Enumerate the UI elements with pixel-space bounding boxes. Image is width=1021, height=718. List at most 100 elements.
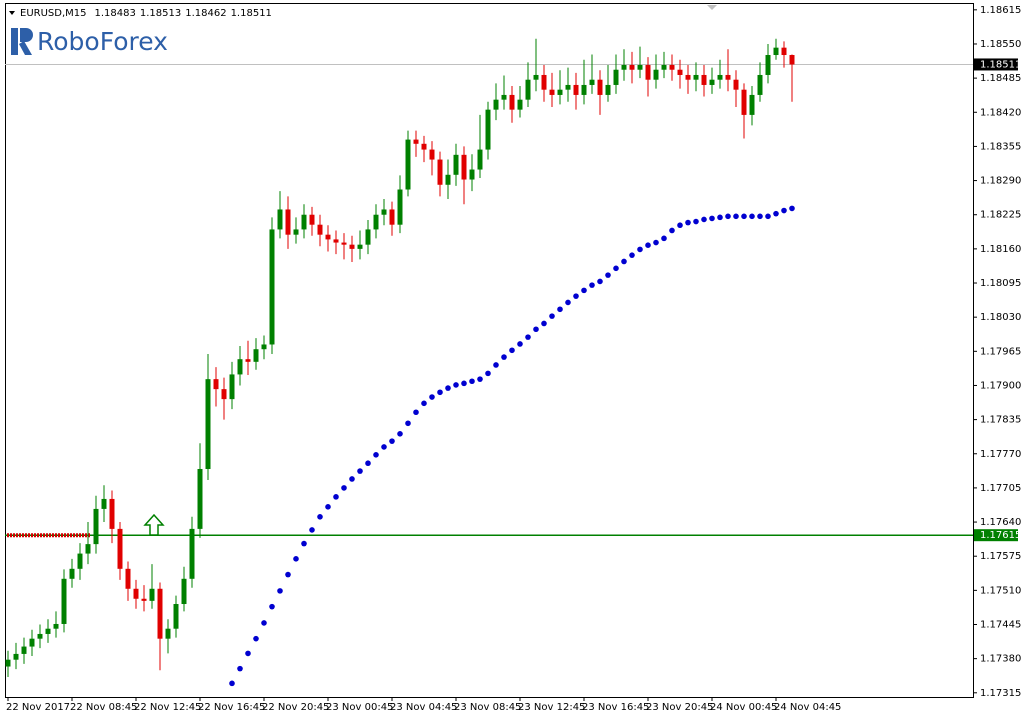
- candle-body: [341, 242, 347, 245]
- candle-body: [637, 64, 643, 70]
- ma-dot: [493, 362, 499, 368]
- candle-body: [477, 149, 483, 170]
- ma-dot: [733, 213, 739, 220]
- y-tick-label: 1.17315: [980, 688, 1021, 699]
- ma-dot: [677, 222, 683, 229]
- candle-body: [413, 139, 419, 144]
- candle-body: [141, 598, 147, 601]
- y-tick-label: 1.17575: [980, 551, 1021, 562]
- candle-body: [213, 379, 219, 390]
- candle-body: [717, 74, 723, 80]
- y-tick-label: 1.18355: [980, 141, 1021, 152]
- candle-body: [469, 169, 475, 180]
- y-tick-label: 1.17510: [980, 585, 1021, 596]
- ma-dot: [621, 258, 627, 265]
- y-tick-label: 1.17770: [980, 449, 1021, 460]
- candle-body: [133, 588, 139, 599]
- ma-dot: [349, 476, 355, 482]
- candle-body: [189, 528, 195, 579]
- logo-icon: [20, 28, 33, 42]
- candle-body: [21, 646, 27, 654]
- ma-dot: [341, 485, 347, 491]
- ma-dot: [517, 341, 523, 347]
- y-tick-label: 1.18550: [980, 39, 1021, 50]
- ma-dot: [597, 278, 603, 285]
- x-tick-label: 22 Nov 12:45: [134, 702, 201, 713]
- ma-dot: [437, 389, 443, 396]
- ma-dot: [237, 665, 243, 672]
- ma-dot: [333, 494, 339, 500]
- candle-body: [461, 154, 467, 180]
- ma-dot: [405, 420, 411, 427]
- ma-dot: [557, 306, 563, 313]
- candle-body: [509, 94, 515, 110]
- candle-body: [445, 174, 451, 185]
- ma-dot: [605, 272, 611, 278]
- ma-dot: [565, 299, 571, 306]
- ma-dot: [293, 556, 299, 562]
- candle-body: [197, 468, 203, 529]
- candle-body: [317, 224, 323, 235]
- candle-body: [709, 79, 715, 85]
- candle-body: [373, 214, 379, 230]
- ma-dot: [709, 215, 715, 222]
- candle-body: [429, 149, 435, 160]
- candle-body: [381, 209, 387, 215]
- candle-body: [253, 349, 259, 362]
- candle-body: [389, 209, 395, 225]
- ma-dot: [693, 218, 699, 225]
- y-tick-label: 1.18485: [980, 73, 1021, 84]
- candle-body: [525, 79, 531, 100]
- candle-body: [493, 99, 499, 110]
- candle-body: [237, 359, 243, 375]
- candle-body: [269, 229, 275, 345]
- ma-dot: [357, 468, 363, 474]
- ma-dot: [397, 430, 403, 437]
- ma-dot: [533, 326, 539, 333]
- buy-arrow: [143, 513, 165, 536]
- candle-body: [333, 239, 339, 243]
- ma-dot: [461, 380, 467, 387]
- candle-body: [301, 214, 307, 230]
- candle-body: [661, 64, 667, 70]
- candle-body: [277, 209, 283, 230]
- candle-body: [309, 214, 315, 225]
- ma-dot: [309, 527, 315, 533]
- candle-body: [93, 508, 99, 545]
- candle-body: [597, 79, 603, 95]
- candle-body: [109, 498, 115, 529]
- ma-dot: [725, 213, 731, 220]
- candle-body: [621, 64, 627, 70]
- candle-body: [589, 79, 595, 85]
- candle-body: [725, 74, 731, 80]
- ma-dot: [453, 382, 459, 388]
- candle-body: [205, 379, 211, 469]
- ma-dot: [429, 394, 435, 400]
- ma-dot: [661, 235, 667, 242]
- ma-dot: [469, 378, 475, 385]
- ma-dot: [365, 460, 371, 467]
- ma-dot: [645, 242, 651, 248]
- ma-dot: [589, 282, 595, 288]
- ma-dot: [509, 347, 515, 354]
- candle-body: [61, 578, 67, 624]
- ma-dot: [701, 216, 707, 223]
- ma-dot: [373, 452, 379, 458]
- candle-body: [485, 109, 491, 150]
- ma-dot: [629, 252, 635, 258]
- symbol: EURUSD,M15: [20, 8, 86, 19]
- candle-body: [685, 74, 691, 80]
- candle-body: [605, 84, 611, 95]
- candle-body: [181, 578, 187, 605]
- ma-dot: [317, 514, 323, 520]
- ma-dot: [789, 205, 795, 212]
- price-label: 1.18511: [980, 59, 1021, 70]
- logo-icon: [11, 28, 18, 55]
- y-tick-label: 1.17640: [980, 517, 1021, 528]
- y-tick-label: 1.18615: [980, 5, 1021, 16]
- candle-body: [5, 659, 11, 667]
- ma-dot: [541, 320, 547, 327]
- ma-dot: [277, 588, 283, 594]
- candle-body: [293, 229, 299, 235]
- ma-dot: [525, 334, 531, 340]
